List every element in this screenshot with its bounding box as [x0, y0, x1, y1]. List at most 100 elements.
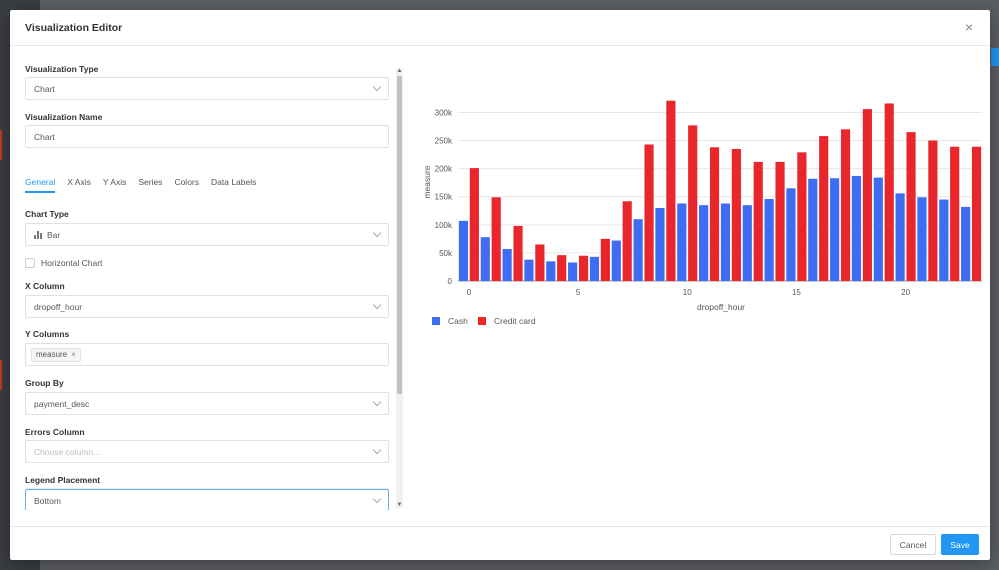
bar-cash-15[interactable] [786, 188, 796, 281]
tab-x-axis[interactable]: X Axis [67, 177, 91, 187]
cancel-button[interactable]: Cancel [890, 534, 936, 555]
x-column-select[interactable]: dropoff_hour [25, 295, 389, 318]
tab-series[interactable]: Series [138, 177, 163, 187]
legend-label-cash[interactable]: Cash [448, 316, 468, 326]
horizontal-chart-label: Horizontal Chart [41, 258, 103, 268]
scroll-up-icon[interactable]: ▲ [396, 68, 403, 74]
bar-cash-0[interactable] [458, 220, 469, 281]
chevron-down-icon [372, 494, 382, 504]
bar-cash-18[interactable] [851, 175, 862, 281]
bar-credit-card-8[interactable] [644, 144, 654, 281]
legend-label-credit-card[interactable]: Credit card [494, 316, 536, 326]
bar-chart-icon [34, 230, 43, 239]
editor-tabs: General X Axis Y Axis Series Colors Data… [25, 177, 268, 193]
y-tick-label: 200k [435, 165, 453, 174]
bar-cash-17[interactable] [830, 178, 840, 281]
bar-credit-card-23[interactable] [971, 146, 982, 281]
bar-credit-card-21[interactable] [928, 140, 938, 281]
errors-column-label: Errors Column [25, 427, 85, 437]
scroll-down-icon[interactable]: ▼ [396, 502, 403, 508]
bar-cash-22[interactable] [939, 199, 949, 281]
errors-column-select[interactable]: Choose column... [25, 440, 389, 463]
bar-credit-card-11[interactable] [709, 147, 720, 281]
chevron-down-icon [372, 228, 382, 238]
viz-name-value: Chart [34, 131, 55, 142]
bar-cash-21[interactable] [917, 197, 927, 281]
form-scrollbar[interactable]: ▲ ▼ [396, 68, 403, 508]
bar-cash-1[interactable] [480, 237, 490, 281]
horizontal-chart-checkbox[interactable] [25, 258, 35, 268]
bar-cash-13[interactable] [742, 205, 752, 281]
bar-cash-14[interactable] [764, 198, 774, 281]
bar-cash-2[interactable] [502, 248, 512, 281]
bar-cash-10[interactable] [677, 203, 687, 281]
bar-cash-9[interactable] [655, 207, 665, 281]
bar-credit-card-10[interactable] [688, 125, 698, 281]
viz-type-label: Visualization Type [25, 64, 99, 74]
legend-placement-select[interactable]: Bottom [25, 489, 389, 510]
bar-cash-4[interactable] [546, 261, 556, 281]
y-column-tag-label: measure [36, 350, 68, 359]
tab-colors[interactable]: Colors [174, 177, 199, 187]
background-accent [0, 130, 2, 160]
bar-credit-card-16[interactable] [819, 136, 829, 281]
tab-general[interactable]: General [25, 177, 56, 193]
bar-cash-19[interactable] [873, 177, 883, 281]
bar-cash-11[interactable] [699, 205, 709, 281]
bar-credit-card-18[interactable] [862, 109, 872, 281]
bar-credit-card-6[interactable] [600, 238, 610, 281]
bar-cash-16[interactable] [808, 178, 818, 281]
horizontal-chart-option[interactable]: Horizontal Chart [25, 258, 102, 268]
legend-swatch-credit-card[interactable] [478, 317, 486, 325]
bar-credit-card-7[interactable] [622, 201, 632, 281]
bar-credit-card-5[interactable] [578, 255, 589, 281]
bar-credit-card-15[interactable] [797, 152, 807, 281]
y-columns-select[interactable]: measure × [25, 343, 389, 366]
bar-cash-7[interactable] [611, 240, 621, 281]
viz-type-select[interactable]: Chart [25, 77, 389, 100]
bar-credit-card-14[interactable] [775, 161, 785, 281]
x-column-value: dropoff_hour [34, 301, 83, 312]
x-axis-label: dropoff_hour [697, 302, 745, 312]
bar-credit-card-19[interactable] [884, 103, 894, 281]
bar-credit-card-4[interactable] [557, 255, 567, 281]
bar-credit-card-20[interactable] [906, 132, 916, 281]
bar-credit-card-3[interactable] [535, 244, 545, 281]
bar-credit-card-0[interactable] [469, 168, 479, 281]
save-button[interactable]: Save [941, 534, 979, 555]
bar-cash-12[interactable] [720, 203, 731, 281]
bar-credit-card-9[interactable] [666, 100, 676, 281]
chart-bars [458, 100, 982, 281]
remove-tag-icon[interactable]: × [71, 350, 76, 359]
bar-cash-3[interactable] [524, 259, 534, 281]
close-icon[interactable]: × [964, 19, 974, 35]
legend-swatch-cash[interactable] [432, 317, 440, 325]
legend-placement-label: Legend Placement [25, 475, 101, 485]
bar-cash-6[interactable] [589, 256, 600, 281]
tab-data-labels[interactable]: Data Labels [211, 177, 257, 187]
bar-cash-20[interactable] [895, 193, 905, 281]
y-tick-label: 150k [435, 193, 453, 202]
group-by-value: payment_desc [34, 398, 90, 409]
bar-chart: 0 50k 100k 150k 200k 250k 300k 0 5 10 15 20 measur… [422, 100, 982, 326]
bar-credit-card-1[interactable] [491, 197, 501, 281]
chevron-down-icon [372, 82, 382, 92]
chart-type-select[interactable]: Bar [25, 223, 389, 246]
bar-cash-5[interactable] [568, 262, 578, 281]
bar-cash-23[interactable] [961, 206, 971, 281]
tab-y-axis[interactable]: Y Axis [102, 177, 127, 187]
bar-credit-card-22[interactable] [950, 146, 960, 281]
viz-name-input[interactable]: Chart [25, 125, 389, 148]
group-by-label: Group By [25, 378, 64, 388]
y-tick-label: 250k [435, 137, 453, 146]
y-tick-label: 100k [435, 221, 453, 230]
bar-credit-card-17[interactable] [840, 129, 851, 281]
chart-legend: Cash Credit card [432, 316, 536, 326]
group-by-select[interactable]: payment_desc [25, 392, 389, 415]
bar-credit-card-13[interactable] [753, 161, 763, 281]
bar-credit-card-2[interactable] [513, 225, 523, 281]
bar-credit-card-12[interactable] [731, 148, 741, 281]
chart-preview: 0 50k 100k 150k 200k 250k 300k 0 5 10 15 20 measur… [410, 70, 990, 340]
bar-cash-8[interactable] [633, 219, 643, 281]
scrollbar-thumb[interactable] [397, 76, 402, 394]
